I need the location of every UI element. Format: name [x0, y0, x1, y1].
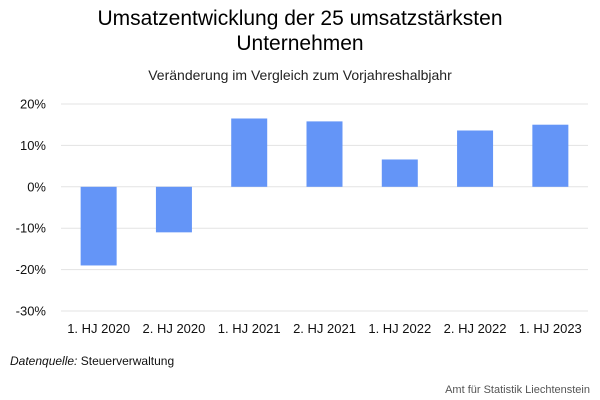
x-tick-label: 2. HJ 2020	[142, 321, 205, 336]
y-tick-label: 20%	[20, 97, 46, 112]
y-tick-label: -30%	[16, 304, 47, 319]
data-source-label: Datenquelle:	[10, 354, 78, 368]
y-tick-label: 0%	[27, 179, 46, 194]
x-tick-label: 2. HJ 2021	[293, 321, 356, 336]
bar	[155, 186, 192, 233]
publisher-credit: Amt für Statistik Liechtenstein	[445, 384, 590, 396]
y-tick-label: 10%	[20, 138, 46, 153]
chart-title: Umsatzentwicklung der 25 umsatzstärksten…	[0, 6, 600, 56]
bar	[231, 118, 268, 187]
y-axis-ticks: 20% 10% 0% -10% -20% -30%	[16, 97, 47, 319]
bar	[80, 186, 117, 266]
bar	[306, 121, 343, 187]
x-tick-label: 2. HJ 2022	[444, 321, 507, 336]
chart-subtitle: Veränderung im Vergleich zum Vorjahresha…	[148, 67, 452, 83]
chart-title-line1: Umsatzentwicklung der 25 umsatzstärksten	[97, 7, 503, 30]
data-source-value: Steuerverwaltung	[77, 354, 175, 368]
bar	[532, 124, 569, 187]
bar	[381, 159, 418, 187]
y-tick-label: -10%	[16, 221, 47, 236]
bars	[80, 118, 569, 266]
x-tick-label: 1. HJ 2022	[368, 321, 431, 336]
data-source: Datenquelle: Steuerverwaltung	[10, 354, 174, 368]
bar	[457, 130, 494, 187]
x-tick-label: 1. HJ 2020	[67, 321, 130, 336]
x-tick-label: 1. HJ 2021	[218, 321, 281, 336]
chart-title-line2: Unternehmen	[236, 32, 364, 55]
x-axis-ticks: 1. HJ 2020 2. HJ 2020 1. HJ 2021 2. HJ 2021…	[67, 321, 582, 336]
x-tick-label: 1. HJ 2023	[519, 321, 582, 336]
y-tick-label: -20%	[16, 262, 47, 277]
